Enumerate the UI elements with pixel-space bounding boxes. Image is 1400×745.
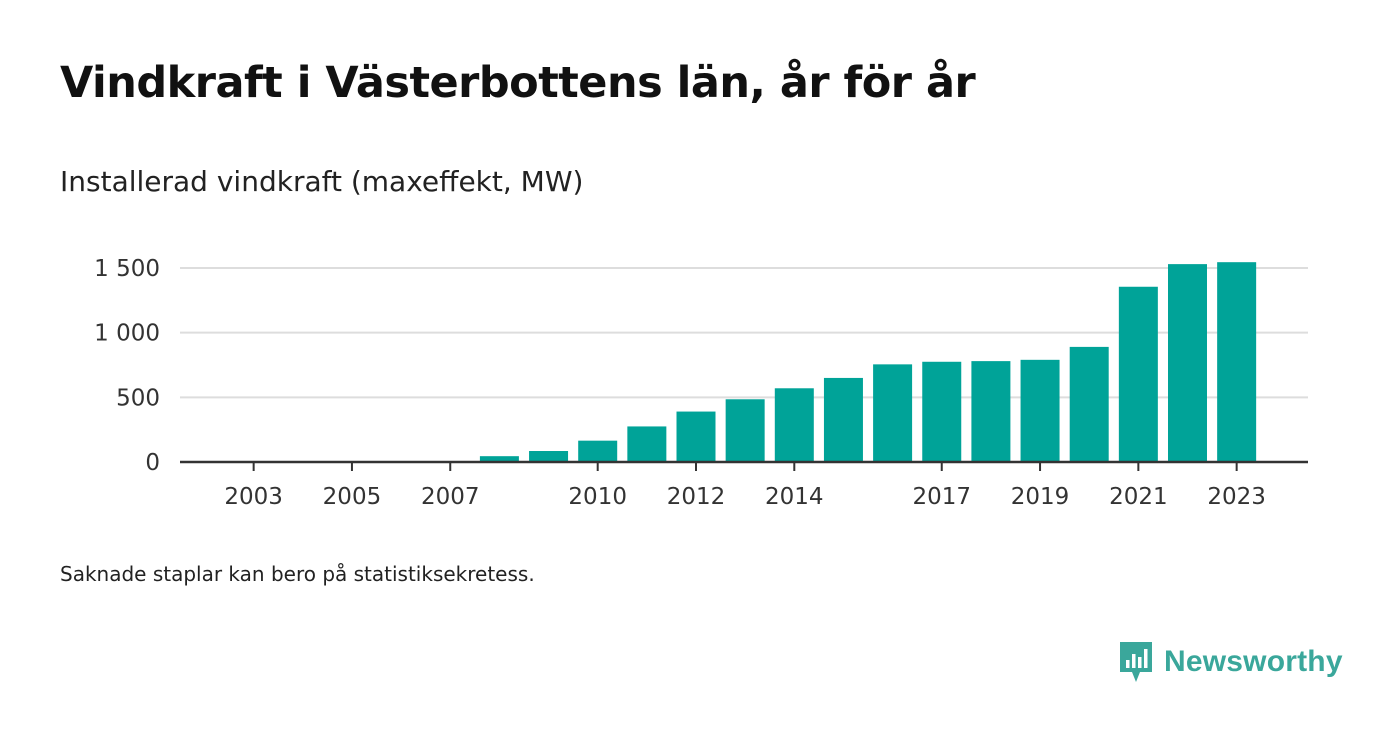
x-tick-label: 2017 bbox=[912, 484, 971, 510]
bar-2018 bbox=[971, 361, 1011, 462]
bar-2011 bbox=[627, 426, 667, 462]
x-tick-label: 2023 bbox=[1207, 484, 1266, 510]
brand-logo: Newsworthy bbox=[1118, 640, 1343, 684]
x-tick-label: 2021 bbox=[1109, 484, 1168, 510]
bar-2008 bbox=[479, 456, 519, 462]
bar-2023 bbox=[1217, 262, 1257, 462]
bar-2019 bbox=[1020, 359, 1060, 462]
y-tick-label: 1 000 bbox=[94, 321, 160, 347]
newsworthy-logo-icon bbox=[1120, 642, 1152, 682]
chart-title: Vindkraft i Västerbottens län, år för år bbox=[60, 58, 976, 108]
chart-subtitle: Installerad vindkraft (maxeffekt, MW) bbox=[60, 165, 584, 198]
bar-2014 bbox=[774, 388, 814, 462]
bar-2012 bbox=[676, 411, 716, 462]
bar-2013 bbox=[725, 399, 765, 462]
bar-2015 bbox=[823, 377, 863, 462]
bar-2020 bbox=[1069, 346, 1109, 462]
x-tick-label: 2005 bbox=[323, 484, 382, 510]
y-tick-label: 1 500 bbox=[94, 256, 160, 282]
bar-chart: 0 500 1 000 1 500 2003 2005 2007 2010 2012 2014 20… bbox=[94, 256, 1308, 510]
y-tick-label: 500 bbox=[116, 385, 160, 411]
bar-2010 bbox=[578, 440, 618, 462]
x-tick-label: 2014 bbox=[765, 484, 824, 510]
x-tick-label: 2019 bbox=[1011, 484, 1070, 510]
bar-2009 bbox=[529, 451, 569, 462]
bar-2016 bbox=[873, 364, 913, 462]
x-tick-label: 2003 bbox=[224, 484, 283, 510]
bar-2022 bbox=[1168, 264, 1207, 462]
footnote: Saknade staplar kan bero på statistiksek… bbox=[60, 562, 535, 586]
x-tick-label: 2007 bbox=[421, 484, 480, 510]
x-tick-label: 2012 bbox=[667, 484, 726, 510]
x-tick-label: 2010 bbox=[568, 484, 627, 510]
y-tick-label: 0 bbox=[145, 450, 160, 476]
bar-2017 bbox=[922, 361, 962, 462]
bar-2021 bbox=[1118, 286, 1158, 462]
brand-name: Newsworthy bbox=[1164, 645, 1343, 678]
